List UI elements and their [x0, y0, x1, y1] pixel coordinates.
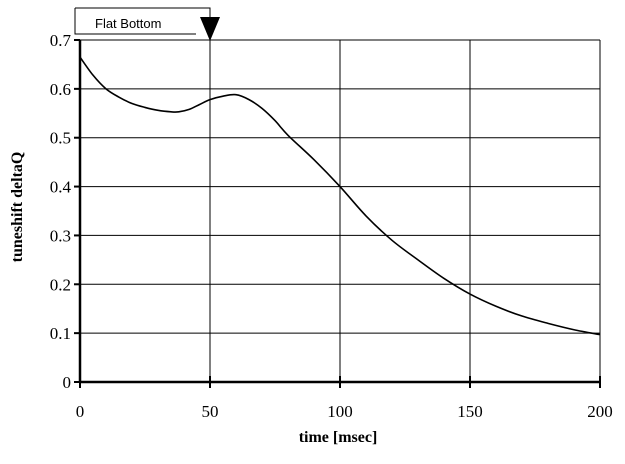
y-tick-label: 0.1	[50, 324, 71, 343]
annotation-bracket	[74, 7, 211, 35]
ticks: 0 0.1 0.2 0.3 0.4 0.5 0.6 0.7 0 50 100 150 200	[50, 31, 613, 421]
y-tick-label: 0.2	[50, 275, 71, 294]
x-tick-label: 200	[587, 402, 613, 421]
y-tick-label: 0.5	[50, 129, 71, 148]
flat-bottom-annotation: Flat Bottom	[74, 7, 220, 41]
series	[79, 56, 601, 336]
y-tick-label: 0.7	[50, 31, 72, 50]
y-tick-label: 0.4	[50, 178, 72, 197]
x-tick-label: 0	[76, 402, 85, 421]
data-series-line	[79, 56, 601, 336]
y-tick-label: 0	[63, 373, 72, 392]
annotation-label: Flat Bottom	[95, 16, 161, 31]
annotation-arrow-icon	[200, 17, 220, 41]
x-tick-label: 50	[202, 402, 219, 421]
x-tick-label: 150	[457, 402, 483, 421]
y-tick-label: 0.6	[50, 80, 71, 99]
x-tick-label: 100	[327, 402, 353, 421]
grid	[80, 39, 601, 382]
x-axis-label: time [msec]	[299, 429, 378, 446]
y-tick-label: 0.3	[50, 226, 71, 245]
y-axis-label: tuneshift deltaQ	[9, 152, 26, 263]
